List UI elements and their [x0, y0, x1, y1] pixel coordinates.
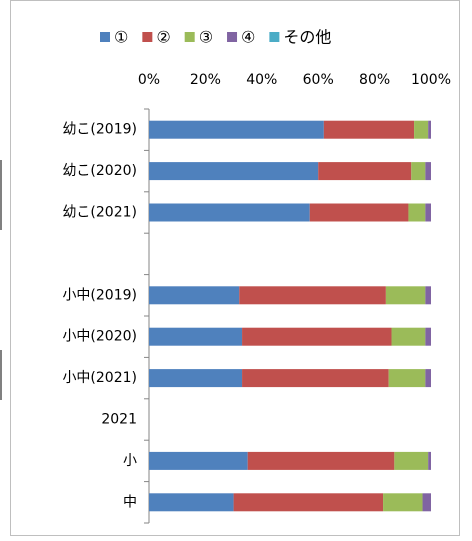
- legend-label: ①: [114, 28, 128, 47]
- bar-segment: [233, 493, 384, 512]
- bar-segment: [428, 120, 431, 139]
- x-tick-label: 20%: [190, 72, 221, 88]
- bar-segment: [394, 451, 429, 470]
- chart-border: [10, 0, 460, 536]
- y-tick-label: 小中(2021): [62, 370, 137, 386]
- bar-segment: [239, 286, 386, 305]
- y-tick-label: 中: [123, 494, 137, 510]
- legend-label: ③: [199, 28, 213, 47]
- bar-segment: [425, 203, 431, 222]
- legend-swatch: [227, 32, 238, 42]
- bar-segment: [149, 203, 310, 222]
- bar-segment: [323, 120, 415, 139]
- bar-segment: [425, 162, 431, 181]
- legend-swatch: [142, 32, 153, 42]
- bar-segment: [309, 203, 409, 222]
- bar-segment: [425, 286, 431, 305]
- bar-segment: [385, 286, 426, 305]
- bar-segment: [149, 162, 319, 181]
- y-tick-label: 幼こ(2021): [62, 205, 137, 221]
- bar-segment: [391, 327, 426, 346]
- bar-segment: [408, 203, 426, 222]
- legend-swatch: [269, 32, 280, 42]
- bar-segment: [149, 120, 324, 139]
- bar-segment: [411, 162, 426, 181]
- bar-segment: [388, 369, 426, 388]
- bar-segment: [425, 369, 431, 388]
- bar-segment: [242, 327, 392, 346]
- legend-swatch: [100, 32, 110, 42]
- y-tick-label: 幼こ(2020): [62, 163, 137, 179]
- bar-segment: [425, 327, 431, 346]
- y-tick-label: 小中(2019): [62, 287, 137, 303]
- y-tick-label: 2021: [101, 412, 137, 428]
- bar-segment: [149, 286, 240, 305]
- y-tick-label: 小中(2020): [62, 329, 137, 345]
- y-tick-label: 小: [123, 453, 137, 469]
- bar-segment: [422, 493, 431, 512]
- legend-swatch: [184, 32, 195, 42]
- bar-segment: [383, 493, 423, 512]
- x-tick-label: 80%: [359, 72, 390, 88]
- bar-segment: [149, 369, 243, 388]
- bar-segment: [149, 327, 243, 346]
- bar-segment: [428, 451, 431, 470]
- bar-segment: [149, 451, 248, 470]
- x-tick-label: 60%: [303, 72, 334, 88]
- legend-label: ④: [241, 28, 255, 47]
- bar-segment: [242, 369, 389, 388]
- legend-label: その他: [283, 28, 331, 47]
- bar-segment: [149, 493, 234, 512]
- x-tick-label: 100%: [411, 72, 451, 88]
- y-tick-label: 幼こ(2019): [62, 122, 137, 138]
- bar-segment: [247, 451, 395, 470]
- legend-label: ②: [156, 28, 170, 47]
- x-tick-label: 40%: [246, 72, 277, 88]
- bar-segment: [318, 162, 412, 181]
- x-tick-label: 0%: [138, 72, 160, 88]
- bar-segment: [414, 120, 429, 139]
